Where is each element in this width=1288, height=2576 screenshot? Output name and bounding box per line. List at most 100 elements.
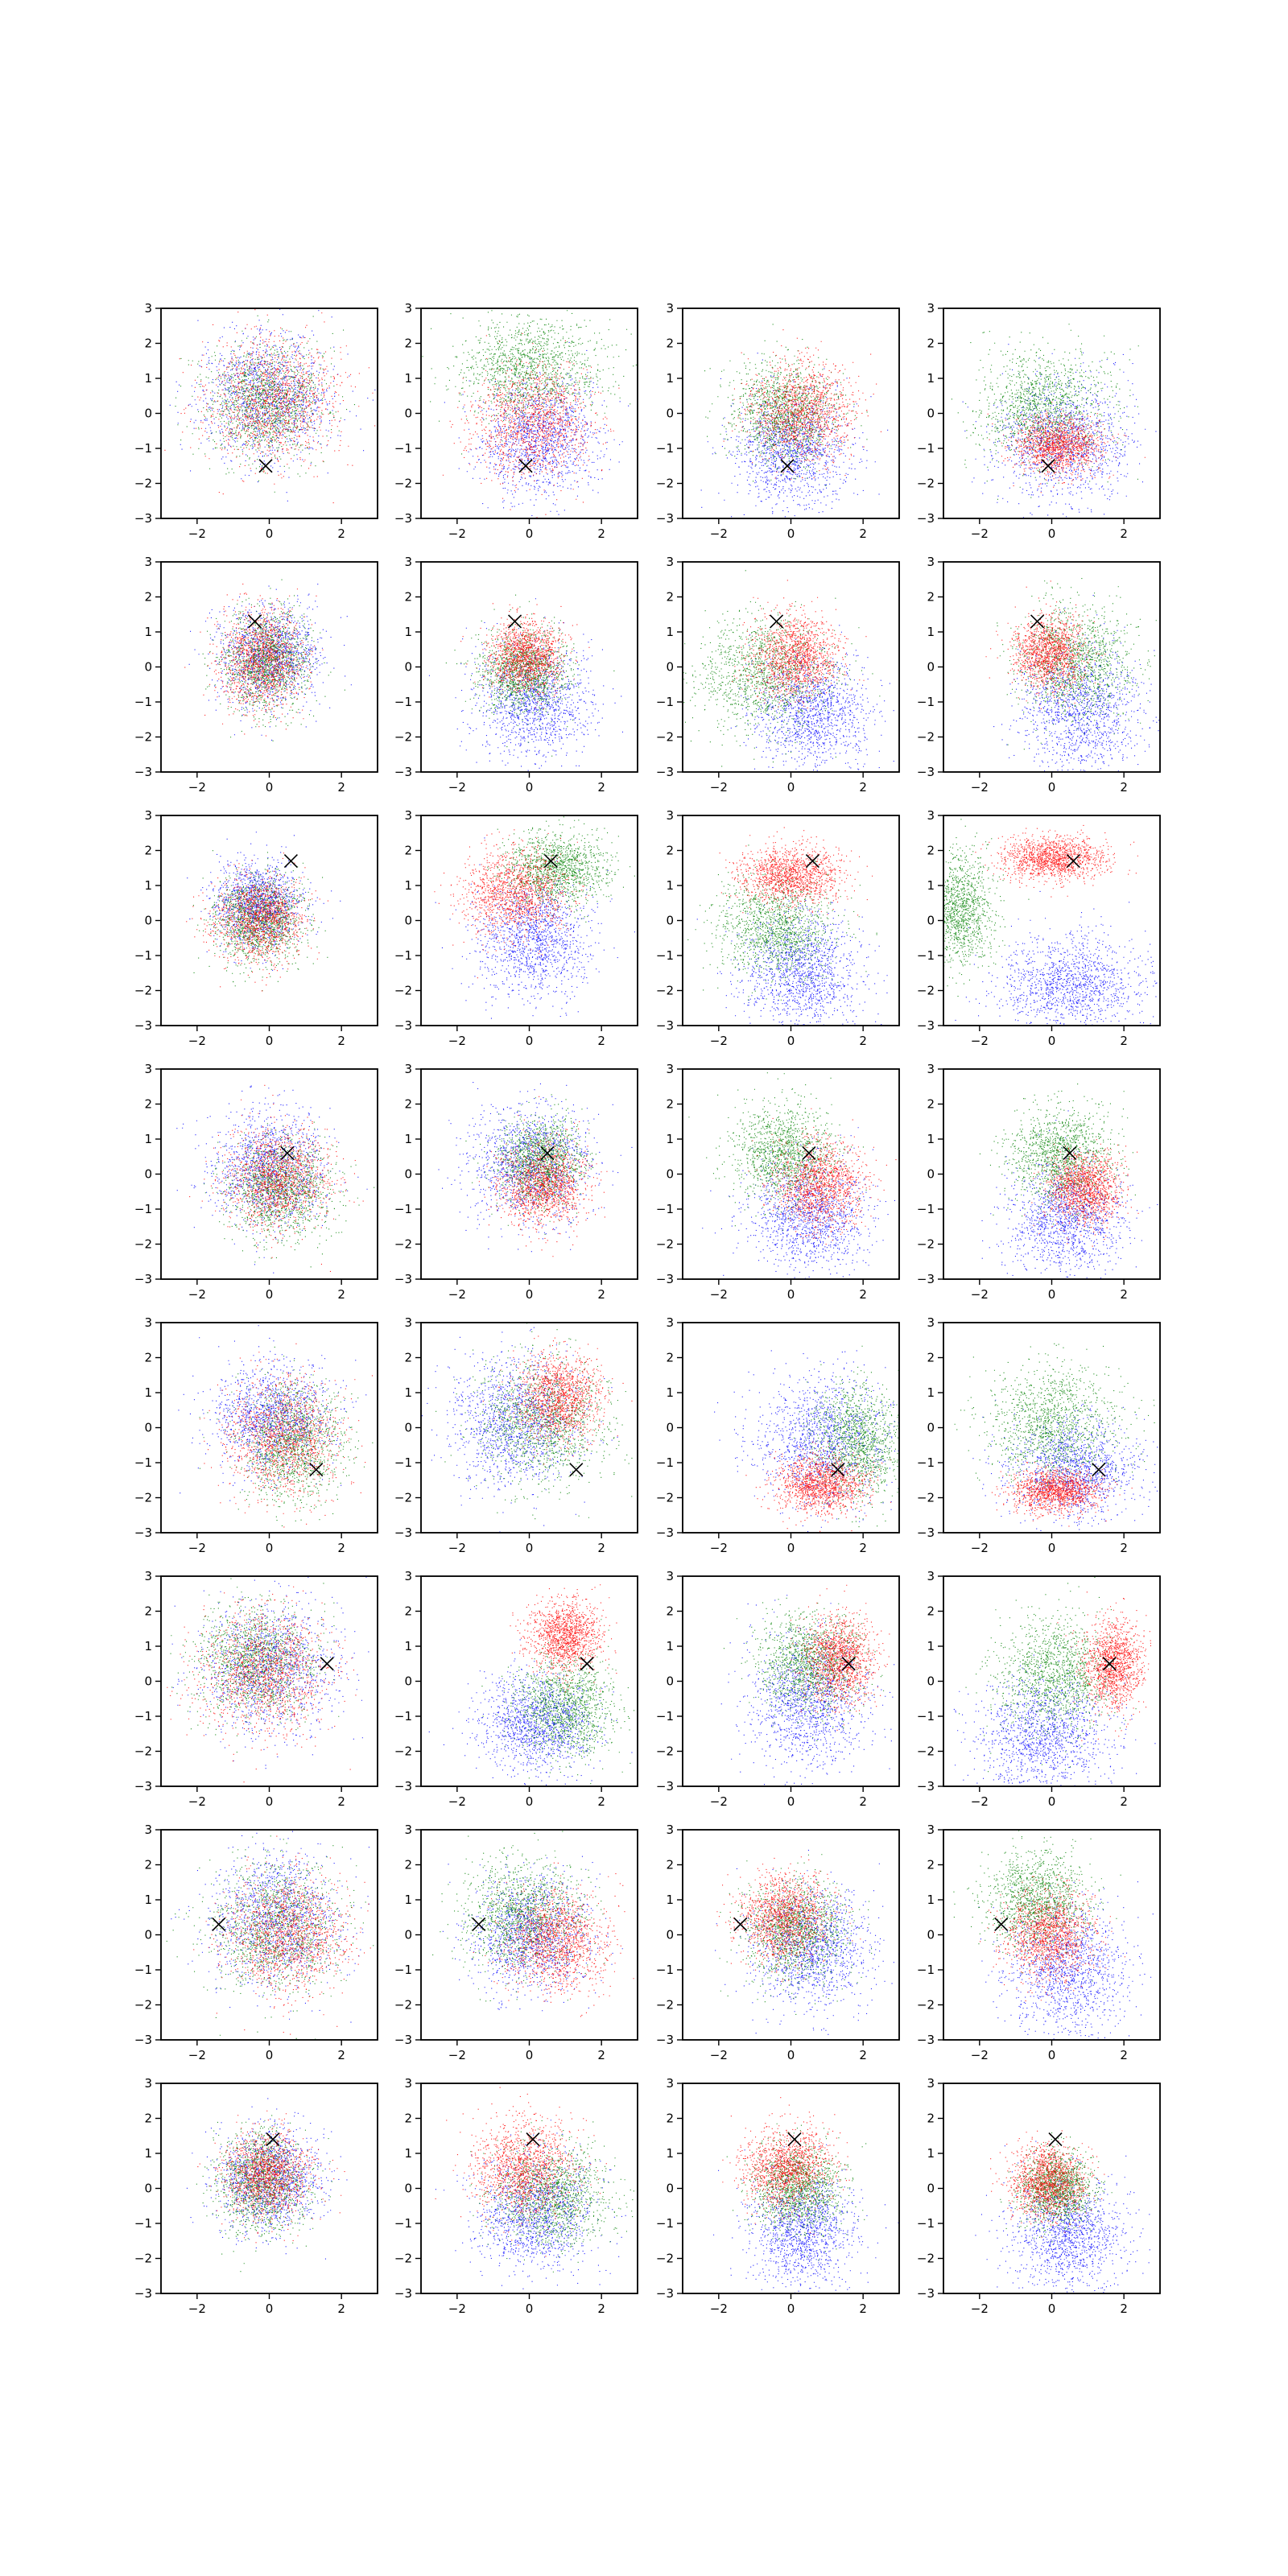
y-tick-label: −2 — [394, 1237, 412, 1252]
x-tick-label: 0 — [526, 1794, 534, 1809]
y-tick-label: 3 — [404, 1569, 412, 1583]
x-tick-label: 0 — [787, 780, 795, 795]
y-tick-label: 0 — [404, 660, 412, 675]
y-tick-label: −2 — [134, 1744, 152, 1759]
y-tick-label: −3 — [917, 1272, 935, 1286]
x-tick-label: −2 — [710, 2301, 728, 2316]
y-tick-label: −3 — [917, 1018, 935, 1033]
y-tick-label: −1 — [656, 1455, 674, 1470]
y-tick-label: −3 — [134, 1525, 152, 1540]
y-tick-label: −3 — [394, 511, 412, 526]
x-tick-label: 2 — [337, 1287, 345, 1302]
y-tick-label: −1 — [656, 1963, 674, 1977]
x-tick-label: 0 — [526, 1541, 534, 1555]
y-tick-label: 0 — [927, 660, 935, 675]
y-tick-label: −1 — [394, 948, 412, 963]
x-tick-label: −2 — [971, 1794, 989, 1809]
x-tick-label: 2 — [859, 1794, 867, 1809]
y-tick-label: −2 — [394, 984, 412, 998]
y-tick-label: 2 — [666, 336, 674, 351]
y-tick-label: 3 — [666, 555, 674, 569]
y-tick-label: −2 — [394, 2252, 412, 2266]
y-tick-label: 0 — [144, 914, 152, 928]
x-tick-label: −2 — [710, 2048, 728, 2062]
y-tick-label: −1 — [917, 1709, 935, 1724]
y-tick-label: 0 — [144, 1167, 152, 1182]
y-tick-label: −1 — [134, 695, 152, 709]
y-tick-label: 3 — [666, 301, 674, 316]
y-tick-label: 2 — [927, 844, 935, 858]
y-tick-label: −1 — [394, 441, 412, 456]
y-tick-label: −2 — [394, 1491, 412, 1505]
y-tick-label: 3 — [144, 808, 152, 823]
x-tick-label: −2 — [448, 1541, 466, 1555]
y-tick-label: −2 — [394, 477, 412, 491]
y-tick-label: 2 — [404, 2112, 412, 2126]
y-tick-label: 0 — [144, 660, 152, 675]
y-tick-label: −3 — [917, 2033, 935, 2047]
x-tick-label: 0 — [526, 526, 534, 541]
y-tick-label: −2 — [917, 1744, 935, 1759]
y-tick-label: 1 — [144, 1893, 152, 1907]
x-tick-label: 2 — [337, 780, 345, 795]
x-tick-label: 0 — [266, 1287, 274, 1302]
y-tick-label: −2 — [917, 1237, 935, 1252]
y-tick-label: 0 — [927, 1674, 935, 1689]
y-tick-label: 2 — [666, 1604, 674, 1619]
x-tick-label: 2 — [859, 1034, 867, 1048]
axes-frame — [683, 1576, 899, 1786]
x-tick-label: −2 — [448, 1287, 466, 1302]
y-tick-label: −1 — [917, 695, 935, 709]
y-tick-label: −3 — [134, 2033, 152, 2047]
x-tick-label: 0 — [787, 1541, 795, 1555]
y-tick-label: 2 — [404, 1097, 412, 1112]
y-tick-label: 2 — [404, 590, 412, 605]
y-tick-label: 3 — [404, 808, 412, 823]
axes-frame — [161, 815, 378, 1026]
x-tick-label: 0 — [1048, 1541, 1056, 1555]
x-tick-label: −2 — [448, 1034, 466, 1048]
y-tick-label: −1 — [917, 948, 935, 963]
x-tick-label: 0 — [1048, 2048, 1056, 2062]
x-tick-label: 2 — [597, 2048, 605, 2062]
x-tick-label: 2 — [597, 2301, 605, 2316]
y-tick-label: −2 — [656, 1237, 674, 1252]
x-tick-label: 0 — [526, 2301, 534, 2316]
y-tick-label: 2 — [404, 336, 412, 351]
y-tick-label: 3 — [666, 808, 674, 823]
x-tick-label: −2 — [188, 1034, 206, 1048]
y-tick-label: 2 — [927, 1604, 935, 1619]
y-tick-label: 1 — [404, 371, 412, 386]
y-tick-label: 2 — [927, 1351, 935, 1365]
y-tick-label: −3 — [656, 2286, 674, 2301]
y-tick-label: 0 — [404, 407, 412, 421]
x-tick-label: 0 — [787, 526, 795, 541]
y-tick-label: 1 — [666, 625, 674, 639]
y-tick-label: 2 — [927, 2112, 935, 2126]
y-tick-label: −3 — [656, 1272, 674, 1286]
y-tick-label: 1 — [144, 1639, 152, 1653]
y-tick-label: −2 — [656, 1998, 674, 2013]
x-tick-label: 2 — [597, 1541, 605, 1555]
y-tick-label: 0 — [927, 1421, 935, 1435]
y-tick-label: −3 — [394, 1272, 412, 1286]
y-tick-label: −1 — [656, 441, 674, 456]
x-tick-label: 2 — [859, 780, 867, 795]
y-tick-label: 1 — [666, 371, 674, 386]
x-tick-label: 2 — [1120, 1541, 1128, 1555]
y-tick-label: 3 — [927, 1569, 935, 1583]
x-tick-label: 2 — [337, 2301, 345, 2316]
